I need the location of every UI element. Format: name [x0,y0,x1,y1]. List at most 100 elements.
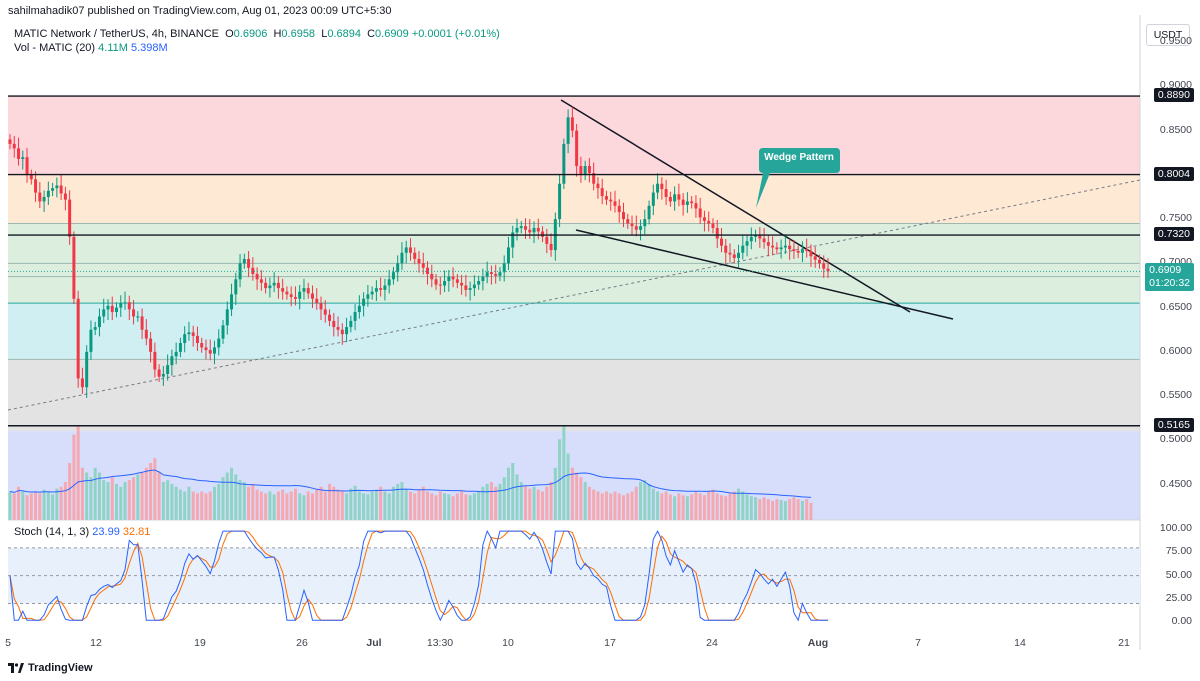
volume-bar [745,494,749,520]
volume-bar [230,467,234,520]
candle-body [562,143,566,184]
volume-bar [80,467,84,520]
volume-bar [617,493,621,520]
candle-body [468,288,472,290]
candle-body [800,249,804,253]
volume-legend[interactable]: Vol - MATIC (20) 4.11M 5.398M [14,42,168,54]
candle-body [34,179,38,193]
volume-bar [332,486,336,520]
candle-body [783,245,787,248]
fib-zone-5 [8,431,1140,520]
candle-body [238,263,242,280]
level-badge: 0.8890 [1153,88,1194,103]
volume-bar [123,482,127,520]
volume-bar [792,497,796,520]
stochastic-pane [8,529,1140,622]
volume-bar [626,493,630,520]
candle-body [826,268,830,272]
volume-bar [413,493,417,520]
candle-body [187,332,191,335]
volume-bar [349,488,353,520]
volume-bar [570,467,574,520]
candle-body [609,199,613,202]
trendlines [7,99,1141,411]
volume-bar [587,486,591,520]
volume-bar [400,482,404,520]
candle-body [217,338,221,348]
volume-bar [191,491,195,520]
volume-bar [754,497,758,520]
time-tick: 17 [604,637,616,649]
stoch-legend[interactable]: Stoch (14, 1, 3) 23.99 32.81 [14,526,150,538]
price-tick: 0.4500 [1159,477,1192,490]
price-tick: 0.5500 [1159,389,1192,402]
time-tick: 19 [194,637,206,649]
volume-bar [55,488,59,520]
candle-body [306,288,310,294]
volume-bar [758,499,762,520]
volume-bar [251,483,255,520]
volume-bar [732,491,736,520]
volume-bar [59,486,63,520]
stoch-tick: 0.00 [1171,615,1192,628]
volume-bar [702,495,706,520]
volume-bar [285,493,289,520]
volume-bar [502,477,506,520]
volume-bar [298,493,302,520]
wedge-pattern-label: Wedge Pattern [764,152,834,163]
stoch-tick: 75.00 [1165,545,1192,558]
candle-body [102,309,106,317]
candle-body [570,117,574,131]
candle-body [97,316,101,328]
candle-body [204,347,208,351]
volume-bar [132,477,136,520]
candle-body [677,194,681,200]
candle-body [132,309,136,317]
candle-body [272,282,276,286]
volume-bar [12,493,16,520]
volume-bar [498,483,502,520]
candle-body [690,201,694,204]
candle-body [447,276,451,282]
candle-body [737,252,741,259]
candle-body [451,276,455,280]
volume-bar [639,482,643,520]
tradingview-footer[interactable]: TradingView [8,662,93,674]
volume-bar [698,493,702,520]
publish-line: sahilmahadik07 published on TradingView.… [8,5,392,17]
candle-body [566,117,570,144]
volume-bar [737,488,741,520]
currency-button[interactable]: USDT [1146,24,1190,46]
volume-bar [387,493,391,520]
symbol-legend[interactable]: MATIC Network / TetherUS, 4h, BINANCE O0… [14,28,500,40]
candle-body [408,247,412,253]
candle-body [438,284,442,286]
candle-body [485,272,489,277]
candle-body [336,327,340,330]
level-badge: 0.8004 [1153,166,1194,181]
candle-body [366,294,370,299]
volume-bar [200,491,204,520]
volume-bar [42,489,46,520]
candle-body [268,285,272,289]
volume-bar [715,493,719,520]
volume-bar [268,491,272,520]
candle-body [596,183,600,189]
candle-body [391,272,395,280]
candle-body [319,303,323,310]
volume-bar [38,493,42,520]
candle-body [293,296,297,299]
candle-body [600,188,604,197]
candle-body [404,247,408,253]
candle-body [524,226,528,230]
candle-body [191,332,195,336]
candle-body [276,282,280,289]
volume-bar [213,486,216,520]
candle-body [417,258,421,264]
candle-body [741,245,745,253]
volume-bar [302,495,306,520]
volume-bar [140,472,144,520]
volume-bar [340,491,344,520]
volume-bar [289,491,293,520]
